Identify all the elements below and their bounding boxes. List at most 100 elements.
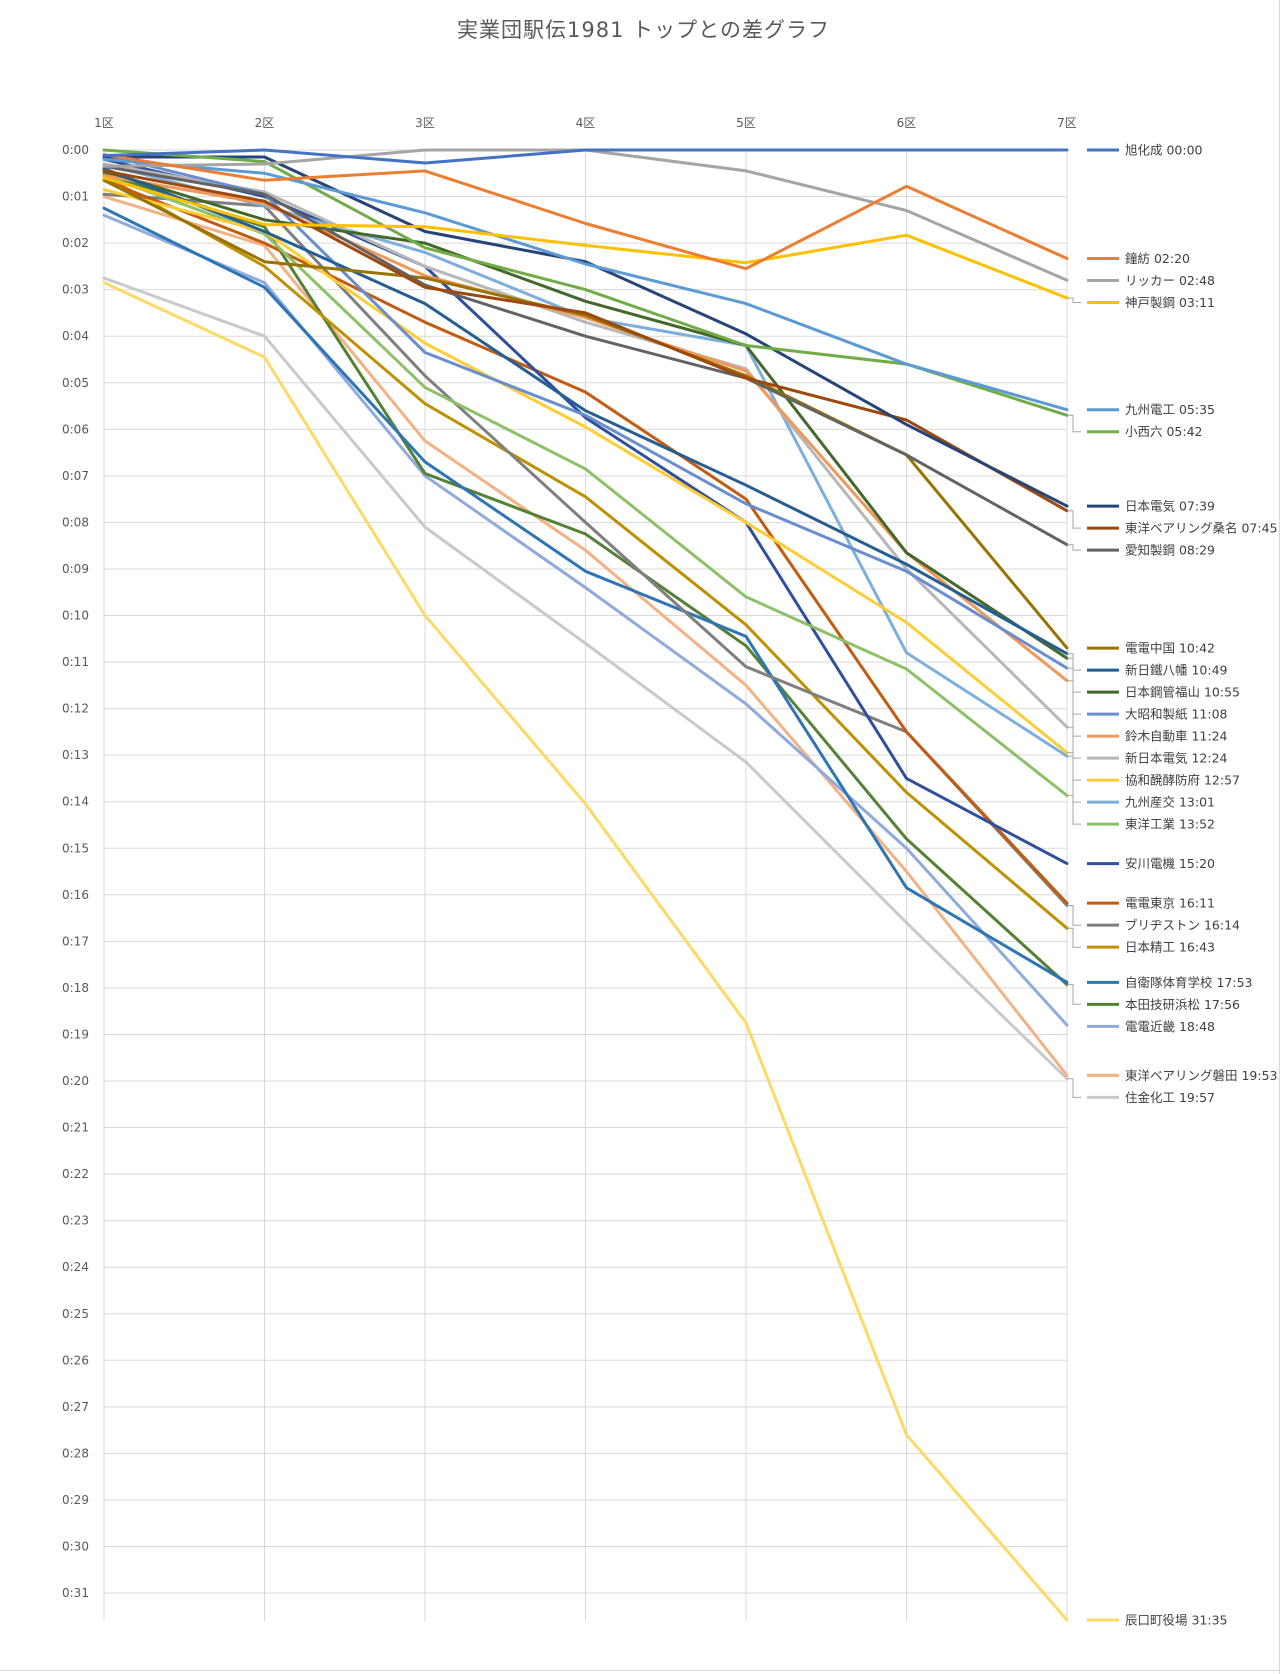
x-tick-label: 5区: [736, 116, 756, 130]
y-tick-label: 0:02: [62, 236, 89, 250]
series-line: [102, 155, 1069, 508]
legend-leader-line: [1067, 905, 1081, 926]
y-tick-label: 0:18: [62, 981, 89, 995]
legend-leader-line: [1067, 297, 1081, 303]
legend-entry: 愛知製鋼 08:29: [1067, 543, 1215, 558]
y-tick-label: 0:22: [62, 1167, 89, 1181]
y-tick-label: 0:31: [62, 1586, 89, 1600]
legend-leader-line: [1067, 984, 1081, 1005]
legend-entry: 辰口町役場 31:35: [1087, 1613, 1228, 1628]
legend-entry: 新日鐵八幡 10:49: [1067, 653, 1228, 678]
series-line: [102, 195, 1069, 1077]
legend-entry: 電電東京 16:11: [1087, 896, 1215, 911]
series-line: [102, 176, 1069, 300]
legend-label: 鐘紡 02:20: [1125, 251, 1190, 266]
y-tick-label: 0:21: [62, 1121, 89, 1135]
legend-label: 大昭和製紙 11:08: [1125, 707, 1228, 722]
y-tick-label: 0:20: [62, 1074, 89, 1088]
legend-label: 日本精工 16:43: [1125, 940, 1215, 955]
legend-label: 新日本電気 12:24: [1125, 751, 1228, 766]
legend-entry: 九州電工 05:35: [1087, 402, 1215, 417]
legend-leader-line: [1067, 657, 1081, 693]
series-line: [102, 157, 1069, 412]
y-tick-label: 0:05: [62, 376, 89, 390]
y-tick-label: 0:28: [62, 1446, 89, 1460]
series-line: [102, 174, 1069, 798]
x-tick-label: 4区: [576, 116, 596, 130]
y-tick-label: 0:27: [62, 1400, 89, 1414]
legend-leader-line: [1067, 680, 1081, 737]
y-tick-label: 0:04: [62, 329, 89, 343]
legend-label: 電電近畿 18:48: [1125, 1019, 1215, 1034]
legend-leader-line: [1067, 752, 1081, 781]
y-tick-label: 0:17: [62, 934, 89, 948]
legend-entry: 協和醗酵防府 12:57: [1067, 752, 1240, 788]
y-tick-label: 0:12: [62, 702, 89, 716]
legend-entry: 電電近畿 18:48: [1087, 1019, 1215, 1034]
y-tick-label: 0:19: [62, 1027, 89, 1041]
legend-label: 旭化成 00:00: [1125, 143, 1203, 158]
y-tick-label: 0:06: [62, 422, 89, 436]
y-tick-label: 0:25: [62, 1307, 89, 1321]
legend-leader-line: [1067, 927, 1081, 948]
legend-leader-line: [1067, 1078, 1081, 1098]
y-tick-label: 0:13: [62, 748, 89, 762]
legend-leader-line: [1067, 795, 1081, 825]
legend-entry: リッカー 02:48: [1087, 273, 1215, 288]
y-tick-label: 0:15: [62, 841, 89, 855]
legend-label: 愛知製鋼 08:29: [1125, 543, 1215, 558]
y-tick-label: 0:10: [62, 609, 89, 623]
series-lines: [102, 148, 1069, 1622]
legend-leader-line: [1067, 755, 1081, 803]
x-tick-label: 1区: [94, 116, 114, 130]
legend-entry: 神戸製鋼 03:11: [1067, 295, 1215, 310]
legend-entry: 東洋工業 13:52: [1067, 795, 1215, 832]
legend-label: 電電中国 10:42: [1125, 641, 1215, 656]
x-tick-label: 6区: [897, 116, 917, 130]
series-line: [102, 281, 1069, 1622]
legend-label: 自衛隊体育学校 17:53: [1125, 975, 1253, 990]
legend-leader-line: [1067, 414, 1081, 433]
legend: 旭化成 00:00 鐘紡 02:20 リッカー 02:48 神戸製鋼 03:11 九州電…: [1067, 143, 1278, 1628]
series-line: [102, 213, 1069, 1027]
series-line: [102, 178, 1069, 905]
right-border: [1279, 0, 1280, 1674]
y-tick-label: 0:16: [62, 888, 89, 902]
legend-entry: 日本精工 16:43: [1067, 927, 1215, 955]
legend-entry: 自衛隊体育学校 17:53: [1087, 975, 1253, 990]
legend-label: 協和醗酵防府 12:57: [1125, 773, 1240, 788]
series-line: [102, 276, 1069, 1081]
series-line: [102, 157, 1069, 866]
series-line: [102, 153, 1069, 271]
legend-label: 東洋工業 13:52: [1125, 817, 1215, 832]
legend-entry: 東洋ベアリング桑名 07:45: [1067, 510, 1278, 536]
bottom-border: [0, 1670, 1280, 1671]
legend-entry: ブリヂストン 16:14: [1067, 905, 1240, 933]
legend-entry: 電電中国 10:42: [1087, 641, 1215, 656]
y-tick-label: 0:24: [62, 1260, 89, 1274]
y-tick-label: 0:09: [62, 562, 89, 576]
x-tick-label: 7区: [1057, 116, 1077, 130]
legend-entry: 日本電気 07:39: [1087, 499, 1215, 514]
x-tick-label: 3区: [415, 116, 435, 130]
y-tick-label: 0:14: [62, 795, 89, 809]
chart-title: 実業団駅伝1981 トップとの差グラフ: [457, 18, 830, 42]
legend-label: 東洋ベアリング桑名 07:45: [1125, 521, 1278, 536]
legend-label: 小西六 05:42: [1125, 424, 1203, 439]
legend-entry: 鐘紡 02:20: [1087, 251, 1190, 266]
y-tick-label: 0:23: [62, 1214, 89, 1228]
series-line: [102, 162, 1069, 729]
series-line: [102, 174, 1069, 930]
legend-label: 電電東京 16:11: [1125, 896, 1215, 911]
x-tick-labels: 1区 2区 3区 4区 5区 6区 7区: [94, 116, 1077, 130]
legend-entry: 九州産交 13:01: [1067, 755, 1215, 810]
y-tick-label: 0:03: [62, 283, 89, 297]
legend-leader-line: [1067, 544, 1081, 551]
legend-label: 九州産交 13:01: [1125, 795, 1215, 810]
legend-entry: 鈴木自動車 11:24: [1067, 680, 1228, 744]
legend-label: 日本鋼管福山 10:55: [1125, 685, 1240, 700]
legend-entry: 安川電機 15:20: [1087, 856, 1215, 871]
legend-entry: 本田技研浜松 17:56: [1067, 984, 1240, 1012]
